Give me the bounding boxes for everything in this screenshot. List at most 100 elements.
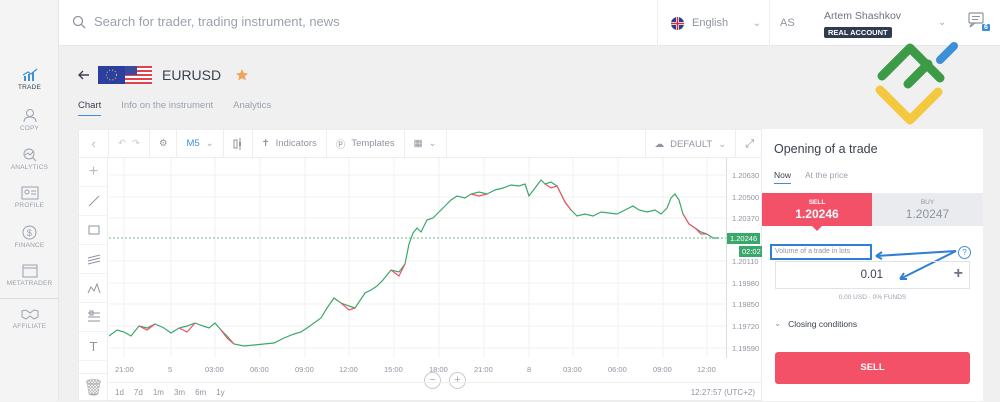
function-icon: Ⓟ: [335, 139, 346, 151]
messages-button[interactable]: 6: [968, 12, 990, 35]
price-axis: 1.20630 1.20500 1.20370 1.20246 1.20110 …: [726, 158, 764, 358]
sell-price-selector[interactable]: SELL 1.20246: [762, 193, 872, 231]
trendline-tool[interactable]: [79, 187, 108, 216]
templates-label: Templates: [351, 138, 395, 149]
back-arrow-icon[interactable]: [78, 70, 90, 80]
sell-label: SELL: [808, 199, 826, 206]
account-type-badge: REAL ACCOUNT: [824, 27, 892, 38]
sell-button[interactable]: SELL: [775, 352, 970, 384]
chevron-down-icon: ⌄: [428, 138, 437, 149]
favorite-star-icon[interactable]: [235, 68, 249, 82]
chart-clock: 12:27:57 (UTC+2): [690, 388, 755, 397]
buy-price: 1.20247: [905, 207, 950, 221]
language-label: English: [692, 17, 729, 29]
user-menu[interactable]: Artem Shashkov REAL ACCOUNT: [824, 10, 901, 40]
zoom-out-button[interactable]: −: [424, 372, 441, 389]
y-tick: 1.19590: [732, 344, 760, 353]
fullscreen-icon: ⤢: [745, 137, 754, 150]
range-1d[interactable]: 1d: [115, 388, 124, 397]
pattern-tool[interactable]: [79, 274, 108, 303]
price-chart[interactable]: − +: [108, 158, 726, 389]
range-1m[interactable]: 1m: [152, 388, 164, 397]
y-tick: 1.20500: [732, 193, 760, 202]
chart-type-button[interactable]: [224, 129, 253, 158]
sidebar-item-metatrader[interactable]: METATRADER: [0, 264, 59, 287]
timeframe-label: M5: [186, 138, 200, 149]
uk-flag-icon: [671, 16, 684, 30]
increase-volume-button[interactable]: +: [953, 265, 963, 282]
sidebar-item-label: AFFILIATE: [12, 323, 47, 330]
x-tick: 8: [527, 365, 532, 374]
collapse-button[interactable]: ‹: [79, 129, 109, 158]
channel-tool[interactable]: [79, 245, 108, 274]
undo-icon[interactable]: ↶: [118, 138, 126, 149]
sidebar-item-trade[interactable]: TRADE: [0, 68, 59, 91]
zoom-controls: − +: [424, 372, 466, 389]
svg-text:$: $: [27, 228, 32, 238]
settings-button[interactable]: ⚙: [150, 129, 178, 158]
calendar-dropdown[interactable]: ▦ ⌄: [405, 129, 447, 158]
delete-tool[interactable]: 🗑: [79, 373, 108, 402]
tab-info[interactable]: Info on the instrument: [121, 100, 214, 111]
range-bar: 1d 7d 1m 3m 6m 1y 12:27:57 (UTC+2): [109, 382, 763, 402]
language-selector[interactable]: English ⌄: [657, 0, 770, 46]
sidebar-item-copy[interactable]: COPY: [0, 108, 59, 132]
logo-area: [0, 0, 59, 46]
fibonacci-icon: [87, 310, 100, 322]
sidebar-item-finance[interactable]: $ FINANCE: [0, 225, 59, 249]
funds-info: 0.00 USD · 0% FUNDS: [838, 294, 907, 301]
sidebar-item-profile[interactable]: PROFILE: [0, 186, 59, 209]
range-6m[interactable]: 6m: [195, 388, 207, 397]
x-tick: 03:00: [563, 365, 582, 374]
x-tick: 09:00: [295, 365, 314, 374]
closing-conditions-toggle[interactable]: ⌄ Closing conditions: [774, 318, 857, 329]
text-tool[interactable]: T: [79, 332, 108, 361]
help-icon[interactable]: ?: [958, 246, 971, 259]
sidebar-item-label: METATRADER: [6, 280, 53, 287]
chart-panel: ‹ ↶ ↷ ⚙ M5 ⌄ ✝ Indicators Ⓟ Templates ▦ ⌄ ☁ D…: [78, 129, 764, 402]
sidebar-item-analytics[interactable]: ANALYTICS: [0, 147, 59, 171]
fullscreen-button[interactable]: ⤢: [736, 130, 763, 158]
gear-icon: ⚙: [158, 138, 168, 149]
selected-indicator: [812, 226, 822, 231]
range-1y[interactable]: 1y: [216, 388, 225, 397]
undo-redo-group: ↶ ↷: [109, 129, 150, 158]
instrument-symbol: EURUSD: [162, 67, 222, 83]
y-tick: 1.20630: [732, 171, 760, 180]
x-tick: 12:00: [339, 365, 358, 374]
trade-panel-title: Opening of a trade: [774, 142, 878, 156]
handshake-icon: [21, 309, 38, 320]
timeframe-dropdown[interactable]: M5 ⌄: [177, 129, 224, 158]
redo-icon[interactable]: ↷: [131, 138, 140, 149]
buy-price-selector[interactable]: BUY 1.20247: [872, 193, 983, 226]
crosshair-tool[interactable]: +: [79, 158, 108, 187]
tab-chart[interactable]: Chart: [78, 100, 102, 116]
y-tick: 1.19980: [732, 279, 760, 288]
y-tick: 1.19850: [732, 300, 760, 309]
fib-tool[interactable]: [79, 303, 108, 332]
x-tick: 06:00: [250, 365, 269, 374]
x-tick: 09:00: [653, 365, 672, 374]
tab-analytics[interactable]: Analytics: [233, 100, 272, 111]
layout-dropdown[interactable]: ☁ DEFAULT ⌄: [644, 130, 737, 158]
search-input[interactable]: Search for trader, trading instrument, n…: [72, 14, 340, 29]
sidebar: TRADE COPY ANALYTICS PROFILE $ FINANCE M…: [0, 46, 59, 401]
sidebar-item-affiliate[interactable]: AFFILIATE: [0, 308, 59, 330]
closing-conditions-label: Closing conditions: [788, 318, 858, 329]
chevron-down-icon: ⌄: [718, 138, 727, 150]
tab-at-price[interactable]: At the price: [805, 170, 849, 180]
indicators-button[interactable]: ✝ Indicators: [253, 129, 327, 158]
zoom-in-button[interactable]: +: [449, 372, 466, 389]
volume-input[interactable]: 0.01 +: [775, 261, 970, 289]
rectangle-tool[interactable]: [79, 216, 108, 245]
current-price-badge: 1.20246: [727, 233, 761, 244]
indicators-label: Indicators: [275, 138, 317, 149]
x-tick: 21:00: [115, 365, 134, 374]
volume-label: Volume of a trade in lots: [770, 244, 872, 260]
chevron-down-icon[interactable]: ⌄: [938, 17, 947, 28]
tab-now[interactable]: Now: [774, 170, 792, 184]
range-7d[interactable]: 7d: [133, 388, 143, 397]
templates-button[interactable]: Ⓟ Templates: [327, 129, 405, 158]
range-3m[interactable]: 3m: [173, 388, 186, 397]
drawing-tools: + T 🗑: [79, 158, 108, 402]
